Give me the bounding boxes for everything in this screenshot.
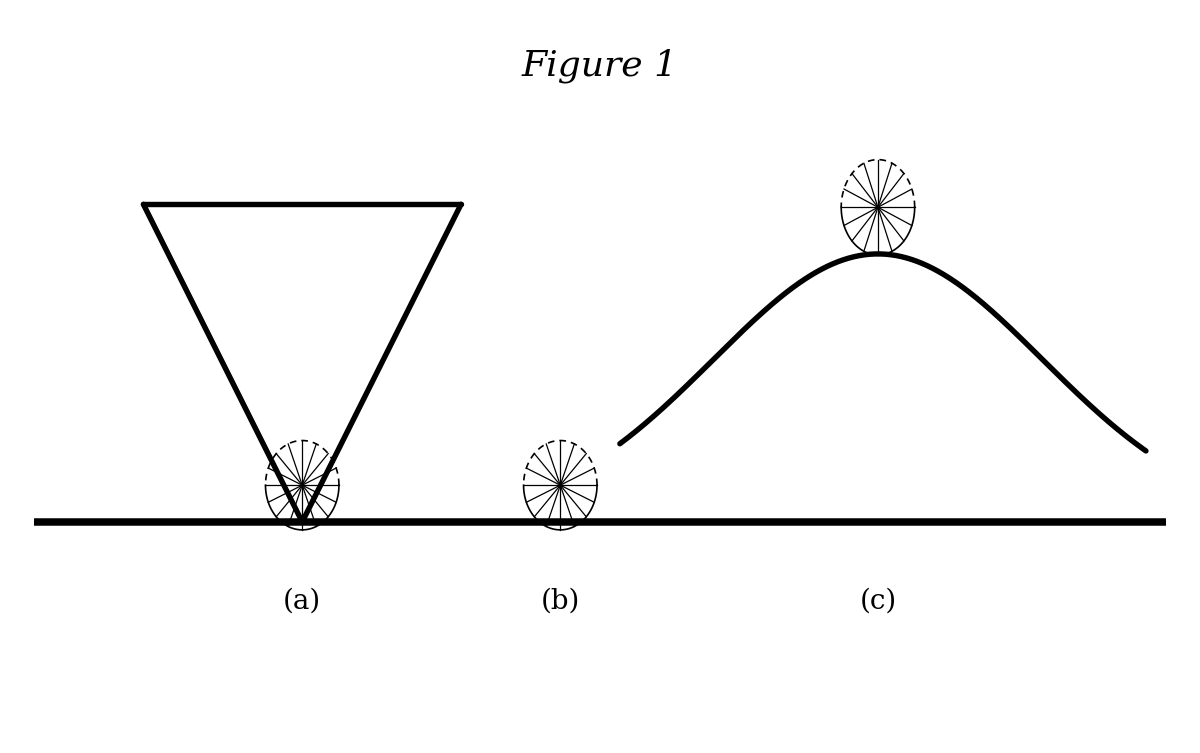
Text: (c): (c)	[859, 588, 896, 615]
Text: (a): (a)	[283, 588, 322, 615]
Text: (b): (b)	[541, 588, 580, 615]
Text: Figure 1: Figure 1	[522, 48, 678, 83]
